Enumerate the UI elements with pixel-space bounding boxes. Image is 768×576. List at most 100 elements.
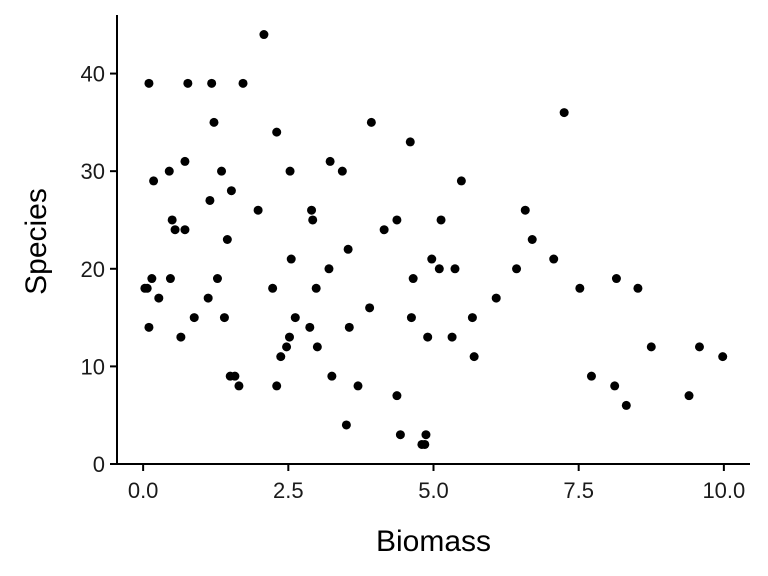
- data-point: [520, 205, 530, 215]
- data-point: [165, 274, 175, 284]
- data-point: [284, 332, 294, 342]
- data-point: [392, 391, 402, 401]
- data-point: [491, 293, 501, 303]
- data-point: [272, 127, 282, 137]
- data-point: [312, 342, 322, 352]
- data-point: [379, 225, 389, 235]
- data-point: [149, 176, 159, 186]
- data-point: [575, 283, 585, 293]
- data-point: [694, 342, 704, 352]
- data-point: [527, 235, 537, 244]
- data-point: [610, 381, 620, 391]
- data-point: [203, 293, 213, 303]
- data-point: [395, 430, 405, 440]
- data-point: [327, 371, 337, 381]
- data-point: [170, 225, 180, 235]
- y-tick-label: 20: [81, 257, 105, 282]
- data-point: [217, 166, 227, 176]
- data-point: [290, 313, 300, 323]
- data-point: [421, 430, 431, 440]
- data-point: [142, 283, 152, 293]
- data-point: [154, 293, 164, 303]
- data-point: [230, 371, 240, 381]
- data-point: [219, 313, 229, 323]
- data-point: [436, 215, 446, 225]
- data-point: [366, 117, 376, 127]
- data-point: [209, 117, 219, 127]
- data-point: [282, 342, 292, 352]
- data-point: [353, 381, 363, 391]
- data-point: [684, 391, 694, 401]
- data-point: [144, 78, 154, 88]
- data-point: [467, 313, 477, 323]
- data-point: [212, 274, 222, 284]
- data-point: [259, 30, 269, 40]
- data-point: [408, 274, 418, 284]
- data-point: [405, 137, 415, 147]
- data-point: [164, 166, 174, 176]
- data-point: [238, 78, 248, 88]
- data-point: [147, 274, 157, 284]
- y-ticks: 0 10 20 30 40: [81, 62, 117, 477]
- data-point: [420, 439, 430, 449]
- data-point: [633, 283, 643, 293]
- x-tick-label: 0.0: [128, 478, 159, 503]
- data-point: [549, 254, 559, 264]
- data-point: [434, 264, 444, 274]
- data-point: [285, 166, 295, 176]
- data-point: [222, 235, 232, 244]
- data-point: [276, 352, 286, 362]
- data-point: [305, 322, 315, 332]
- data-point: [272, 381, 282, 391]
- data-point: [423, 332, 433, 342]
- data-point: [180, 156, 190, 166]
- data-point: [646, 342, 656, 352]
- data-point: [341, 420, 351, 430]
- data-point: [586, 371, 596, 381]
- data-point: [234, 381, 244, 391]
- data-point: [180, 225, 190, 235]
- x-tick-label: 7.5: [563, 478, 594, 503]
- data-point: [447, 332, 457, 342]
- data-point: [324, 264, 334, 274]
- y-axis-title: Species: [20, 188, 53, 295]
- data-point: [183, 78, 193, 88]
- x-ticks: 0.0 2.5 5.0 7.5 10.0: [128, 464, 745, 503]
- data-point: [392, 215, 402, 225]
- x-tick-label: 2.5: [273, 478, 304, 503]
- x-tick-label: 5.0: [418, 478, 449, 503]
- data-point: [559, 108, 569, 118]
- data-point: [189, 313, 199, 323]
- data-point: [176, 332, 186, 342]
- y-tick-label: 40: [81, 62, 105, 87]
- data-point: [307, 205, 317, 215]
- data-point: [226, 186, 236, 196]
- x-axis-title: Biomass: [376, 525, 491, 558]
- y-tick-label: 0: [93, 452, 105, 477]
- points-layer: [140, 30, 728, 449]
- x-tick-label: 10.0: [702, 478, 745, 503]
- data-point: [167, 215, 177, 225]
- data-point: [311, 283, 321, 293]
- data-point: [337, 166, 347, 176]
- data-point: [286, 254, 296, 264]
- data-point: [308, 215, 318, 225]
- data-point: [611, 274, 621, 284]
- data-point: [718, 352, 728, 362]
- data-point: [427, 254, 437, 264]
- data-point: [450, 264, 460, 274]
- data-point: [205, 195, 215, 205]
- data-point: [268, 283, 278, 293]
- data-point: [406, 313, 416, 323]
- y-tick-label: 10: [81, 354, 105, 379]
- data-point: [253, 205, 263, 215]
- data-point: [344, 322, 354, 332]
- data-point: [621, 400, 631, 410]
- data-point: [144, 322, 154, 332]
- data-point: [512, 264, 522, 274]
- data-point: [325, 156, 335, 166]
- data-point: [456, 176, 466, 186]
- data-point: [343, 244, 353, 254]
- data-point: [207, 78, 217, 88]
